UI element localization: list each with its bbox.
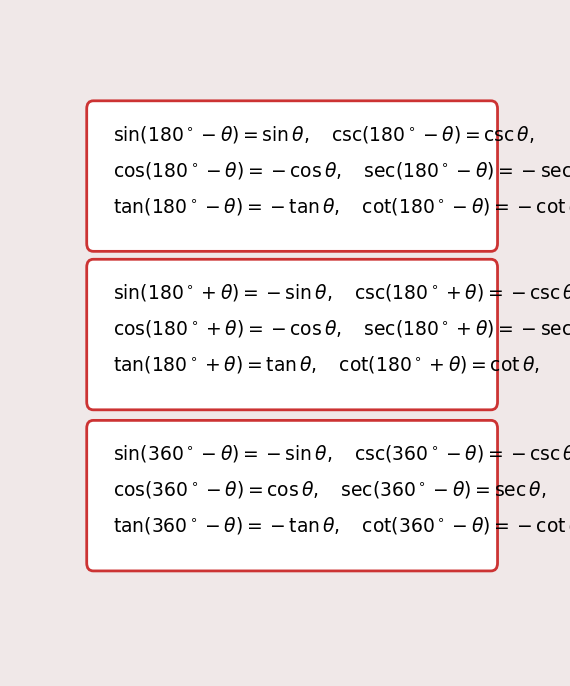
FancyBboxPatch shape (87, 421, 498, 571)
Text: $\sin(360^\circ - \theta) = -\sin\theta, \quad \csc(360^\circ - \theta) = -\csc\: $\sin(360^\circ - \theta) = -\sin\theta,… (113, 443, 570, 464)
Text: $\cos(180^\circ - \theta) = -\cos\theta, \quad \sec(180^\circ - \theta) = -\sec\: $\cos(180^\circ - \theta) = -\cos\theta,… (113, 160, 570, 180)
FancyBboxPatch shape (87, 259, 498, 410)
Text: $\tan(180^\circ + \theta) = \tan\theta, \quad \cot(180^\circ + \theta) = \cot\th: $\tan(180^\circ + \theta) = \tan\theta, … (113, 354, 540, 375)
Text: $\sin(180^\circ + \theta) = -\sin\theta, \quad \csc(180^\circ + \theta) = -\csc\: $\sin(180^\circ + \theta) = -\sin\theta,… (113, 282, 570, 303)
Text: $\tan(360^\circ - \theta) = -\tan\theta, \quad \cot(360^\circ - \theta) = -\cot\: $\tan(360^\circ - \theta) = -\tan\theta,… (113, 515, 570, 536)
Text: $\cos(360^\circ - \theta) = \cos\theta, \quad \sec(360^\circ - \theta) = \sec\th: $\cos(360^\circ - \theta) = \cos\theta, … (113, 480, 547, 500)
Text: $\sin(180^\circ - \theta) = \sin\theta, \quad \csc(180^\circ - \theta) = \csc\th: $\sin(180^\circ - \theta) = \sin\theta, … (113, 123, 535, 145)
Text: $\cos(180^\circ + \theta) = -\cos\theta, \quad \sec(180^\circ + \theta) = -\sec\: $\cos(180^\circ + \theta) = -\cos\theta,… (113, 318, 570, 339)
FancyBboxPatch shape (87, 101, 498, 251)
Text: $\tan(180^\circ - \theta) = -\tan\theta, \quad \cot(180^\circ - \theta) = -\cot\: $\tan(180^\circ - \theta) = -\tan\theta,… (113, 196, 570, 217)
